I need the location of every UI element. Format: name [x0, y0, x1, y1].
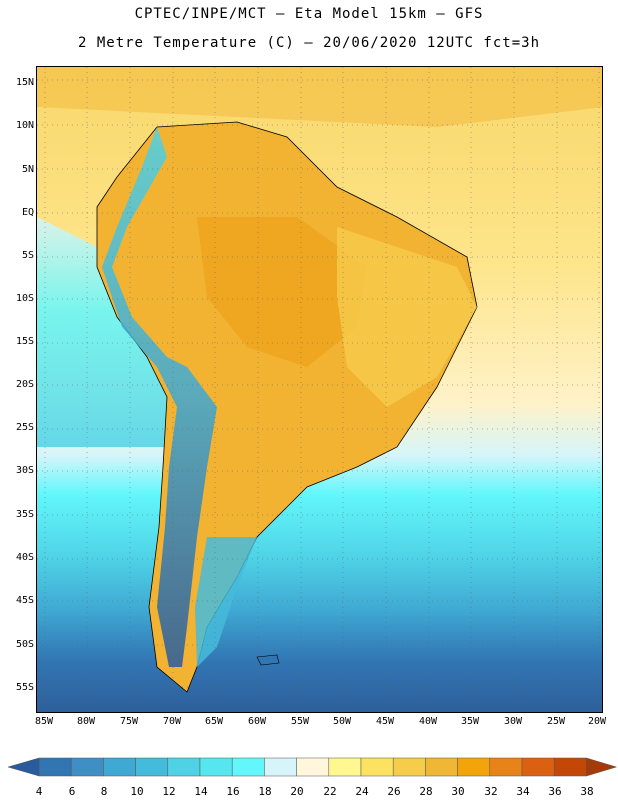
colorbar-label: 26	[387, 785, 401, 798]
colorbar-label: 28	[419, 785, 433, 798]
colorbar-cell	[103, 757, 136, 777]
colorbar-cell	[38, 757, 72, 777]
lat-label: 35S	[15, 509, 34, 520]
amazon-hot-zone	[197, 217, 367, 367]
falkland-islands	[256, 654, 280, 666]
lat-label: 25S	[15, 422, 34, 433]
lon-label: 60W	[247, 716, 267, 727]
lon-label: 75W	[119, 716, 139, 727]
lon-label: 80W	[76, 716, 96, 727]
lon-label: 50W	[332, 716, 352, 727]
colorbar-cell	[264, 757, 297, 777]
lon-label: 85W	[34, 716, 54, 727]
colorbar-label: 38	[580, 785, 594, 798]
lon-label: 55W	[290, 716, 310, 727]
colorbar-cell	[425, 757, 458, 777]
colorbar	[7, 757, 618, 777]
pacific-cool-water	[37, 217, 167, 447]
lat-label: 5N	[21, 164, 34, 175]
brazil-east-coast	[337, 227, 477, 407]
lat-label: 40S	[15, 552, 34, 563]
colorbar-label: 34	[516, 785, 530, 798]
lat-label: 5S	[21, 250, 34, 261]
colorbar-label: 20	[290, 785, 304, 798]
lon-label: 45W	[375, 716, 395, 727]
map-title-line2: 2 Metre Temperature (C) – 20/06/2020 12U…	[77, 35, 540, 51]
colorbar-cell	[457, 757, 491, 777]
lat-label: 50S	[15, 639, 34, 650]
andes-cold-band	[102, 127, 217, 667]
colorbar-arrow-high	[586, 757, 618, 777]
colorbar-cell	[360, 757, 394, 777]
map-canvas	[37, 67, 602, 712]
patagonia-cool	[195, 537, 257, 667]
colorbar-label: 6	[68, 785, 76, 798]
colorbar-cell	[70, 757, 104, 777]
lon-label: 30W	[503, 716, 523, 727]
lon-label: 25W	[546, 716, 566, 727]
lat-label: 10S	[15, 293, 34, 304]
colorbar-cell	[199, 757, 233, 777]
colorbar-cell	[489, 757, 523, 777]
lat-label: 20S	[15, 379, 34, 390]
colorbar-label: 22	[323, 785, 337, 798]
lat-label: 10N	[15, 120, 34, 131]
colorbar-label: 14	[194, 785, 208, 798]
colorbar-cell	[392, 757, 426, 777]
lon-label: 65W	[204, 716, 224, 727]
colorbar-cell	[135, 757, 169, 777]
colorbar-cell	[231, 757, 265, 777]
colorbar-label: 8	[100, 785, 108, 798]
lat-label: 30S	[15, 465, 34, 476]
lon-label: 35W	[460, 716, 480, 727]
lat-label: 55S	[15, 682, 34, 693]
lon-label: 40W	[418, 716, 438, 727]
lat-label: EQ	[21, 207, 34, 218]
colorbar-label: 16	[226, 785, 240, 798]
colorbar-label: 18	[258, 785, 272, 798]
lon-label: 70W	[162, 716, 182, 727]
colorbar-cell	[521, 757, 555, 777]
colorbar-cell	[296, 757, 330, 777]
map-title-line1: CPTEC/INPE/MCT – Eta Model 15km – GFS	[134, 6, 484, 22]
colorbar-cell	[328, 757, 362, 777]
lat-label: 45S	[15, 595, 34, 606]
lat-label: 15S	[15, 336, 34, 347]
colorbar-cell	[167, 757, 201, 777]
colorbar-arrow-low	[7, 757, 40, 777]
colorbar-label: 24	[355, 785, 369, 798]
colorbar-label: 30	[451, 785, 465, 798]
colorbar-label: 36	[548, 785, 562, 798]
colorbar-label: 12	[162, 785, 176, 798]
caribbean-warm-water	[37, 67, 602, 127]
colorbar-label: 4	[35, 785, 43, 798]
temperature-map[interactable]	[36, 66, 603, 713]
colorbar-cell	[553, 757, 587, 777]
colorbar-label: 10	[130, 785, 144, 798]
lat-label: 15N	[15, 77, 34, 88]
lon-label: 20W	[587, 716, 607, 727]
colorbar-label: 32	[484, 785, 498, 798]
